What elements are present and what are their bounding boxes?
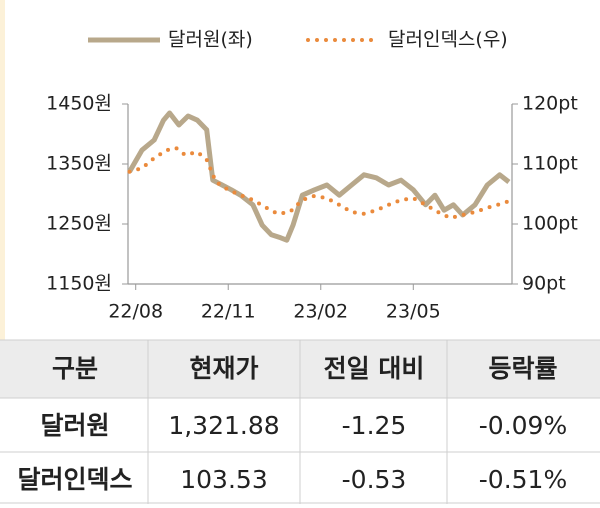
- table-cell: 달러인덱스: [17, 465, 132, 494]
- series-line: [127, 145, 511, 221]
- table-header-cell: 현재가: [189, 354, 258, 383]
- table-cell: -1.25: [342, 411, 407, 440]
- y2-tick-label: 110pt: [522, 153, 578, 175]
- table-cell: -0.51%: [479, 465, 567, 494]
- table-grid: [0, 339, 600, 504]
- table-cell: 103.53: [180, 465, 267, 494]
- side-strip: [0, 0, 5, 340]
- y-tick-label: 1150원: [46, 273, 112, 295]
- y-tick-label: 1450원: [46, 93, 112, 115]
- y-tick-label: 1250원: [46, 213, 112, 235]
- x-tick-label: 23/05: [386, 301, 441, 323]
- table-cell: 1,321.88: [168, 411, 279, 440]
- table-header-cell: 등락률: [488, 354, 557, 383]
- table-cell: -0.09%: [479, 411, 567, 440]
- y2-tick-label: 90pt: [522, 273, 566, 295]
- table-cell: -0.53: [342, 465, 407, 494]
- y2-tick-label: 100pt: [522, 213, 578, 235]
- x-tick-label: 22/11: [201, 301, 256, 323]
- table-header-cell: 전일 대비: [324, 354, 425, 383]
- x-tick-label: 23/02: [293, 301, 348, 323]
- series-line: [127, 110, 511, 243]
- y2-tick-label: 120pt: [522, 93, 578, 115]
- table-cell: 달러원: [40, 411, 109, 440]
- x-tick-label: 22/08: [108, 301, 163, 323]
- y-tick-label: 1350원: [46, 153, 112, 175]
- legend-label: 달러원(좌): [168, 29, 253, 51]
- legend-label: 달러인덱스(우): [388, 29, 508, 51]
- table-header-cell: 구분: [52, 354, 98, 383]
- axes: [127, 104, 513, 285]
